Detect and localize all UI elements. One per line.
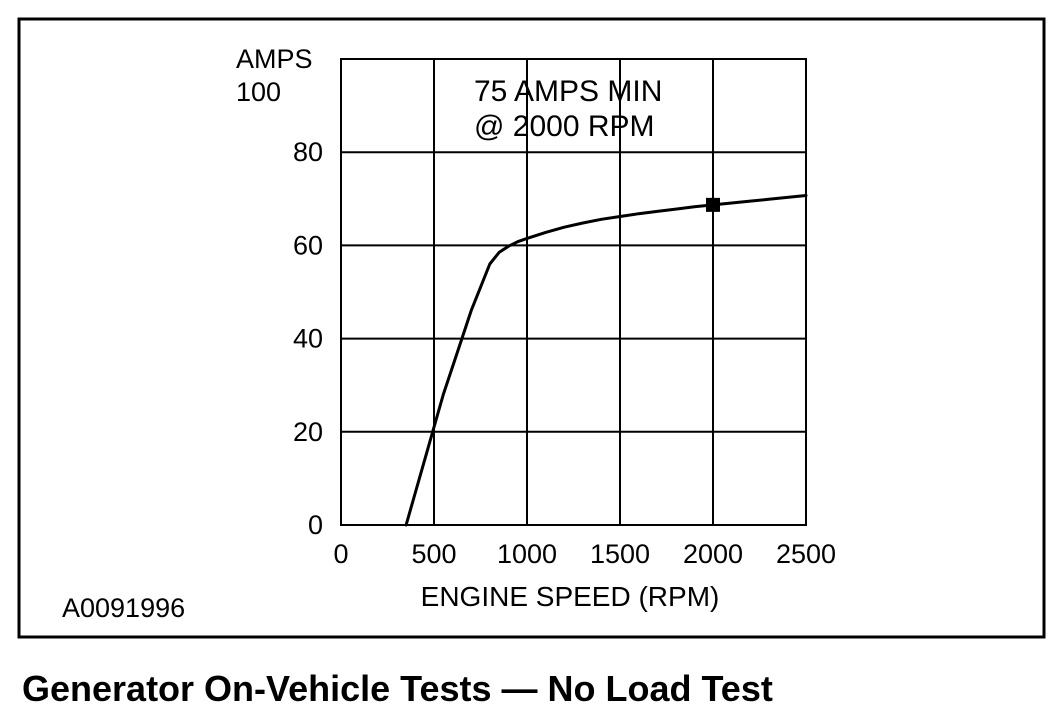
figure-id: A0091996 bbox=[62, 593, 185, 623]
x-tick-label: 1000 bbox=[497, 539, 557, 569]
x-tick-label: 500 bbox=[411, 539, 456, 569]
figure-frame bbox=[17, 17, 1046, 639]
plot-area-border bbox=[340, 58, 807, 526]
y-tick-label: 0 bbox=[308, 510, 323, 540]
x-tick-label: 2500 bbox=[776, 539, 836, 569]
data-point-marker bbox=[706, 197, 720, 212]
annotation-line-1: 75 AMPS MIN bbox=[474, 75, 662, 108]
grid bbox=[341, 59, 806, 525]
x-axis-label: ENGINE SPEED (RPM) bbox=[421, 581, 720, 612]
figure-caption: Generator On-Vehicle Tests — No Load Tes… bbox=[22, 668, 773, 709]
y-tick-label: 20 bbox=[293, 417, 323, 447]
x-tick-label: 2000 bbox=[683, 539, 743, 569]
x-tick-label: 0 bbox=[333, 539, 348, 569]
y-tick-label: 100 bbox=[236, 77, 281, 107]
tick-labels: 0 500 1000 1500 2000 2500 0 20 40 60 80 100 bbox=[236, 77, 836, 569]
y-axis-label: AMPS bbox=[236, 44, 313, 74]
x-tick-label: 1500 bbox=[590, 539, 650, 569]
y-tick-label: 40 bbox=[293, 324, 323, 354]
annotation-line-2: @ 2000 RPM bbox=[474, 110, 655, 143]
markers bbox=[706, 197, 720, 212]
y-tick-label: 60 bbox=[293, 230, 323, 260]
y-tick-label: 80 bbox=[293, 137, 323, 167]
